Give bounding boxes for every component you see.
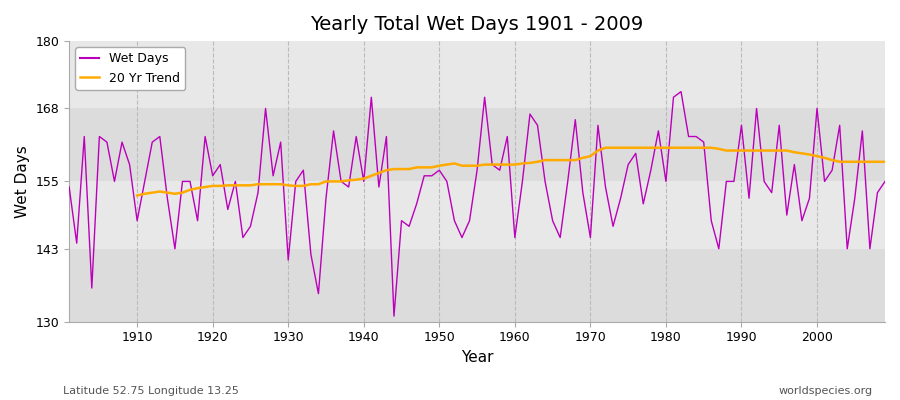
Text: Latitude 52.75 Longitude 13.25: Latitude 52.75 Longitude 13.25 bbox=[63, 386, 238, 396]
Text: worldspecies.org: worldspecies.org bbox=[778, 386, 873, 396]
X-axis label: Year: Year bbox=[461, 350, 493, 365]
Bar bbox=[69, 41, 885, 108]
Bar bbox=[69, 249, 885, 322]
Bar bbox=[69, 182, 885, 249]
Title: Yearly Total Wet Days 1901 - 2009: Yearly Total Wet Days 1901 - 2009 bbox=[310, 15, 644, 34]
Bar bbox=[69, 108, 885, 182]
Legend: Wet Days, 20 Yr Trend: Wet Days, 20 Yr Trend bbox=[76, 47, 185, 90]
Y-axis label: Wet Days: Wet Days bbox=[15, 145, 30, 218]
